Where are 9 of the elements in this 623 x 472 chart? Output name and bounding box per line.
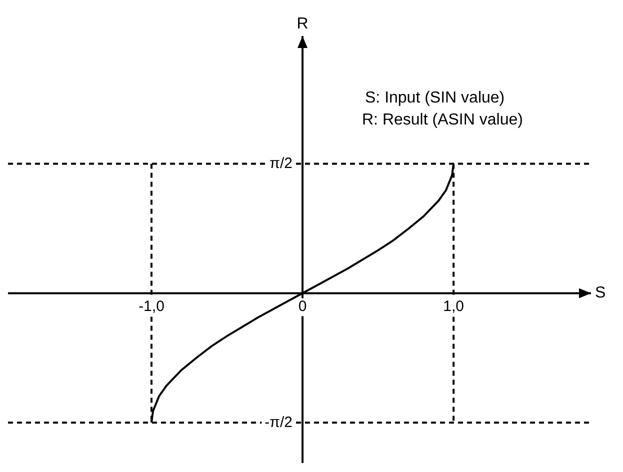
x-tick-label: 1,0 — [443, 298, 464, 315]
annotation: S: Input (SIN value) — [365, 89, 505, 106]
y-axis-title: R — [296, 15, 308, 32]
x-tick-label: -1,0 — [138, 298, 164, 315]
y-tick-label: -π/2 — [264, 414, 293, 431]
x-tick-label: 0 — [298, 298, 307, 315]
y-tick-label: π/2 — [270, 154, 293, 172]
x-axis-title: S — [595, 284, 606, 302]
annotation: R: Result (ASIN value) — [362, 111, 523, 128]
